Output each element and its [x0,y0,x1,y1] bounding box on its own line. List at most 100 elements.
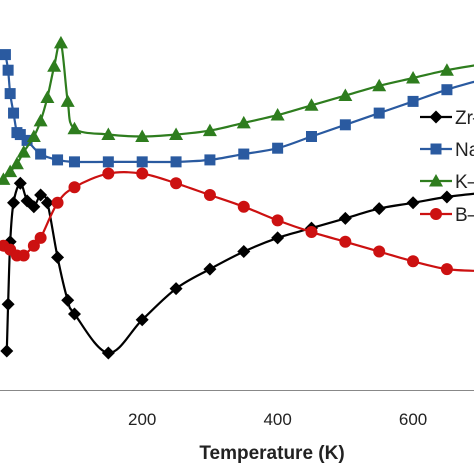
data-point-k-1 [3,164,18,178]
data-point-na-11 [136,156,148,168]
legend-marker-k [429,174,443,187]
data-point-na-8 [52,154,64,166]
data-point-zr-12 [101,346,115,360]
legend-marker-b [430,208,442,220]
data-point-zr-1 [1,297,15,311]
data-point-zr-11 [67,307,81,321]
data-point-na-6 [21,134,33,146]
data-point-na-10 [102,156,114,168]
data-point-b-9 [136,167,149,180]
data-point-na-2 [4,88,16,100]
data-point-zr-3 [7,196,21,210]
data-point-b-7 [68,181,81,194]
series-na [0,49,474,168]
data-point-na-12 [170,156,182,168]
data-point-k-4 [26,129,41,142]
data-point-k-15 [236,115,251,129]
legend-label-na: Na– [455,140,474,161]
data-point-k-13 [169,127,184,141]
legend-entry-zr: Zr– [420,108,474,129]
data-point-na-17 [339,119,351,131]
data-point-zr-19 [338,211,352,225]
data-point-na-15 [272,142,284,154]
data-point-k-9 [60,94,75,107]
data-point-na-19 [407,95,419,107]
series-line-na [4,54,474,164]
data-point-zr-9 [51,250,65,264]
x-tick-labels: 200 400 600 [128,410,427,429]
data-point-zr-22 [440,190,454,204]
series-b [0,167,474,276]
data-point-k-18 [338,88,353,102]
data-point-b-18 [440,263,453,276]
data-point-na-5 [14,129,26,141]
data-point-zr-20 [372,202,386,216]
x-axis-title: Temperature (K) [199,443,344,464]
data-point-na-14 [238,148,250,160]
data-point-b-5 [34,231,47,244]
data-point-zr-14 [169,282,183,296]
x-tick-label-200: 200 [128,410,156,429]
legend-marker-na [430,143,442,155]
x-tick-label-400: 400 [263,410,291,429]
data-point-b-8 [102,167,115,180]
data-point-zr-16 [237,245,251,259]
data-point-b-4 [27,239,40,252]
legend-marker-zr [429,110,443,124]
data-point-k-11 [101,127,116,141]
legend-label-zr: Zr– [455,108,474,129]
data-point-b-17 [407,255,420,268]
data-point-b-13 [271,214,284,227]
data-point-na-0 [0,49,11,61]
series-layer [0,35,474,360]
legend-label-k: K– [455,172,474,193]
data-point-zr-21 [406,196,420,210]
legend: Zr– Na– K– B– [420,108,474,226]
data-point-zr-15 [203,262,217,276]
data-point-k-7 [47,59,62,72]
data-point-k-20 [406,71,421,84]
data-point-b-3 [17,249,30,262]
data-point-k-5 [33,113,48,127]
data-point-zr-10 [61,293,75,307]
data-point-k-14 [202,123,217,137]
data-point-k-21 [439,63,454,76]
data-point-zr-6 [27,200,41,214]
data-point-b-15 [339,235,352,248]
data-point-na-3 [8,107,20,119]
data-point-zr-13 [135,313,149,327]
series-k [0,35,474,185]
data-point-na-13 [204,154,216,166]
data-point-k-0 [0,172,11,185]
data-point-k-6 [40,90,55,103]
legend-entry-k: K– [420,172,474,193]
data-point-b-16 [373,245,386,258]
data-point-k-17 [304,98,319,111]
data-point-zr-17 [271,231,285,245]
data-point-k-10 [67,121,82,135]
data-point-na-9 [68,156,80,168]
data-point-k-8 [53,35,68,49]
data-point-na-1 [2,64,14,76]
legend-entry-b: B– [420,205,474,226]
data-point-b-6 [51,196,64,209]
data-point-b-12 [237,200,250,213]
data-point-b-14 [305,226,318,239]
data-point-na-7 [35,148,47,160]
legend-label-b: B– [455,205,474,226]
data-point-zr-0 [0,344,14,358]
data-point-k-12 [135,129,150,142]
data-point-na-16 [305,131,317,142]
data-point-b-10 [170,177,183,190]
data-point-b-11 [203,189,216,201]
data-point-zr-7 [34,188,48,202]
data-point-zr-8 [40,196,54,210]
data-point-k-16 [270,108,285,121]
data-point-k-2 [9,156,24,170]
data-point-na-20 [441,84,453,96]
x-tick-label-600: 600 [399,410,427,429]
data-point-k-3 [16,145,31,158]
data-point-k-19 [372,78,387,92]
data-point-zr-4 [13,176,27,190]
